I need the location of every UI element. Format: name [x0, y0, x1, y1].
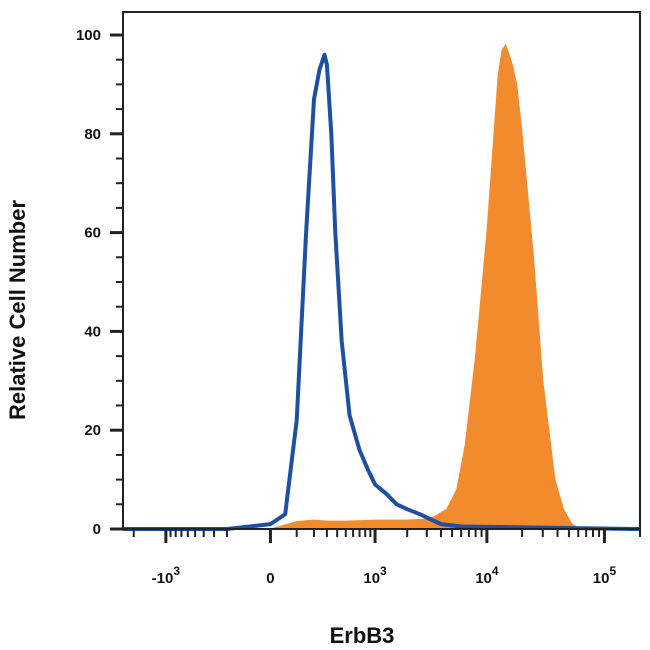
series-layer — [123, 43, 641, 531]
x-tick-label: 104 — [475, 564, 499, 587]
y-tick-label: 0 — [93, 521, 101, 538]
x-tick-label: 105 — [593, 564, 617, 587]
y-tick-label: 20 — [84, 422, 101, 439]
y-tick-label: 80 — [84, 126, 101, 143]
y-axis: 0 20 40 60 80 100 — [76, 27, 123, 538]
x-axis: -103 0 103 104 105 — [132, 529, 641, 587]
x-tick-label: 0 — [266, 570, 274, 587]
y-axis-title: Relative Cell Number — [5, 200, 30, 421]
filled-histogram-series — [123, 43, 640, 530]
x-tick-label: -103 — [152, 564, 181, 587]
y-tick-label: 60 — [84, 225, 101, 242]
x-axis-title: ErbB3 — [330, 623, 395, 648]
y-tick-label: 100 — [76, 27, 101, 44]
outline-histogram-series — [123, 52, 641, 531]
x-tick-label: 103 — [363, 564, 387, 587]
y-tick-label: 40 — [84, 323, 101, 340]
